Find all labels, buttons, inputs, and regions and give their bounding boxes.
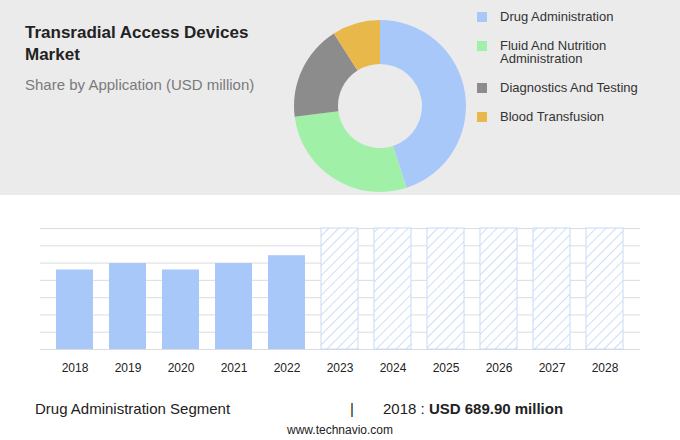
html-text:Drug Administration Segment: Drug Administration Segment (35, 400, 231, 417)
html-text:Diagnostics And Testing: Diagnostics And Testing (500, 80, 638, 95)
svg-text:2026: 2026 (486, 361, 513, 375)
svg-text:2020: 2020 (168, 361, 195, 375)
svg-text:2023: 2023 (327, 361, 354, 375)
svg-text:2028: 2028 (592, 361, 619, 375)
html-text:Drug Administration: Drug Administration (500, 9, 614, 24)
html-text:2018 : USD 689.90 million: 2018 : USD 689.90 million (383, 400, 564, 417)
html-text:Share by Application (USD mill: Share by Application (USD million) (25, 76, 255, 93)
html-text:Blood Transfusion: Blood Transfusion (500, 109, 605, 124)
html-text:Fluid And Nutrition Administra: Fluid And Nutrition Administration (500, 38, 607, 66)
html-text:www.technavio.com: www.technavio.com (287, 423, 393, 437)
html-text:Transradial Access Devices Mar: Transradial Access Devices Market (25, 23, 249, 64)
svg-text:2018: 2018 (62, 361, 89, 375)
svg-text:2027: 2027 (539, 361, 566, 375)
svg-text:2024: 2024 (380, 361, 407, 375)
svg-text:2019: 2019 (115, 361, 142, 375)
svg-text:2021: 2021 (221, 361, 248, 375)
svg-text:2025: 2025 (433, 361, 460, 375)
svg-text:2022: 2022 (274, 361, 301, 375)
